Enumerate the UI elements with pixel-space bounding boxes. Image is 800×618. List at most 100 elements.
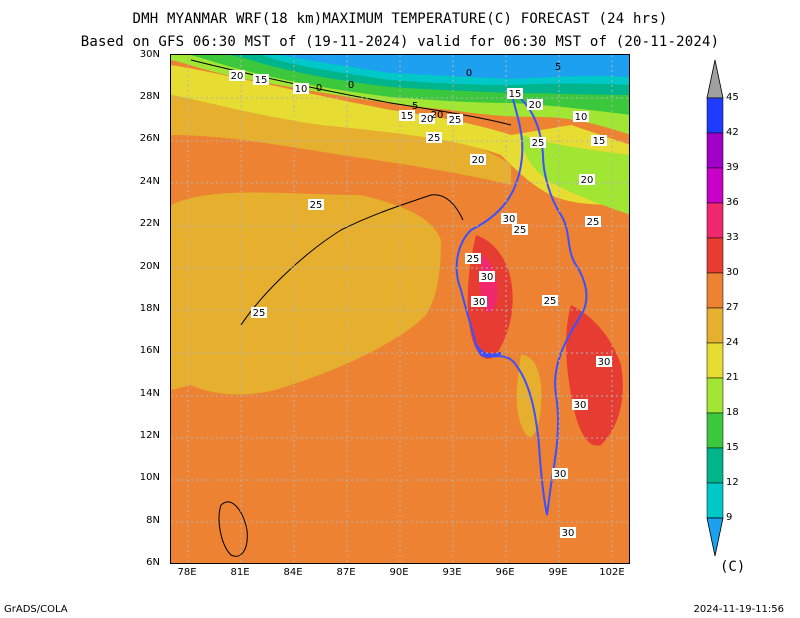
svg-text:30: 30 [562,528,575,539]
svg-text:30: 30 [598,357,611,368]
colorbar-level: 33 [726,232,739,243]
lon-label: 90E [389,567,409,578]
footer-software: GrADS/COLA [4,604,68,615]
colorbar-level: 18 [726,407,739,418]
contour-label: 20 [527,99,543,111]
contour-label: 30 [471,296,487,308]
svg-text:0: 0 [316,83,322,94]
colorbar-seg [706,237,724,274]
svg-text:20: 20 [421,114,434,125]
lon-label: 81E [230,567,250,578]
lat-label: 18N [139,303,160,314]
colorbar-level: 12 [726,477,739,488]
colorbar-unit: (C) [720,559,746,575]
svg-text:30: 30 [473,297,486,308]
field-24-27-tibet-edge [171,95,511,185]
map-title-line-2: Based on GFS 06:30 MST of (19-11-2024) v… [80,34,720,50]
temperature-map: 20 15 10 0 0 0 5 15 20 5 15 20 20 25 25 … [170,54,630,564]
colorbar-seg [706,482,724,519]
contour-label: 30 [572,399,588,411]
contour-label: 15 [507,88,523,100]
svg-text:25: 25 [467,254,480,265]
colorbar-level: 42 [726,127,739,138]
contour-label: 0 [348,80,354,91]
svg-text:25: 25 [310,200,323,211]
lat-label: 10N [139,472,160,483]
lat-label: 6N [146,557,160,568]
myanmar-border [455,87,588,516]
lat-label: 30N [139,49,160,60]
contour-labels: 20 15 10 0 0 0 5 15 20 5 15 20 20 25 25 … [229,62,612,539]
svg-text:30: 30 [554,469,567,480]
colorbar-level: 15 [726,442,739,453]
lat-label: 14N [139,388,160,399]
india-east-coast [240,194,464,326]
lat-lon-grid [171,55,629,563]
colorbar-seg [706,97,724,134]
lat-label: 12N [139,430,160,441]
contour-label: 25 [542,295,558,307]
contour-label: 10 [293,83,309,95]
svg-text:25: 25 [544,296,557,307]
contour-label: 25 [512,224,528,236]
svg-text:10: 10 [575,112,588,123]
contour-label: 20 [470,154,486,166]
contour-label: 30 [560,527,576,539]
field-30-33-thailand [566,305,623,446]
colorbar-level: 21 [726,372,739,383]
svg-text:20: 20 [431,110,444,121]
contour-label: 25 [447,114,463,126]
colorbar-seg [706,202,724,239]
svg-text:15: 15 [593,136,606,147]
lon-label: 78E [177,567,197,578]
contour-label: 0 [316,83,322,94]
svg-text:20: 20 [231,71,244,82]
colorbar-cap-top [706,59,724,99]
svg-text:0: 0 [348,80,354,91]
lat-label: 24N [139,176,160,187]
svg-text:10: 10 [295,84,308,95]
field-24-27-bay [171,192,441,395]
svg-text:20: 20 [581,175,594,186]
colorbar-level: 27 [726,302,739,313]
svg-text:30: 30 [481,272,494,283]
field-21-24 [171,65,629,205]
contour-label: 25 [251,307,267,319]
contour-label: 25 [426,132,442,144]
lat-label: 20N [139,261,160,272]
contour-label: 30 [552,468,568,480]
lat-label: 26N [139,133,160,144]
map-title-line-1: DMH MYANMAR WRF(18 km)MAXIMUM TEMPERATUR… [132,11,668,27]
lon-label: 96E [495,567,515,578]
contour-label: 20 [579,174,595,186]
colorbar-level: 9 [726,512,733,523]
contour-label: 0 [466,68,472,79]
colorbar-seg [706,272,724,309]
colorbar-seg [706,377,724,414]
lat-label: 28N [139,91,160,102]
lon-label: 84E [283,567,303,578]
colorbar-cap-bottom [706,517,724,557]
colorbar-level: 24 [726,337,739,348]
contour-label: 25 [308,199,324,211]
field-18-24-hills [521,135,629,215]
svg-text:25: 25 [532,138,545,149]
svg-text:25: 25 [253,308,266,319]
colorbar-seg [706,307,724,344]
contour-label: 30 [501,213,517,225]
colorbar-level: 39 [726,162,739,173]
sri-lanka [218,501,248,557]
lat-label: 22N [139,218,160,229]
lat-label: 16N [139,345,160,356]
svg-text:5: 5 [555,62,561,73]
colorbar-level: 30 [726,267,739,278]
svg-text:25: 25 [587,217,600,228]
contour-label: 25 [585,216,601,228]
lat-label: 8N [146,515,160,526]
contour-label: 25 [465,253,481,265]
colorbar-level: 45 [726,92,739,103]
colorbar-seg [706,167,724,204]
svg-text:25: 25 [514,225,527,236]
colorbar-level: 36 [726,197,739,208]
contour-label: 30 [596,356,612,368]
